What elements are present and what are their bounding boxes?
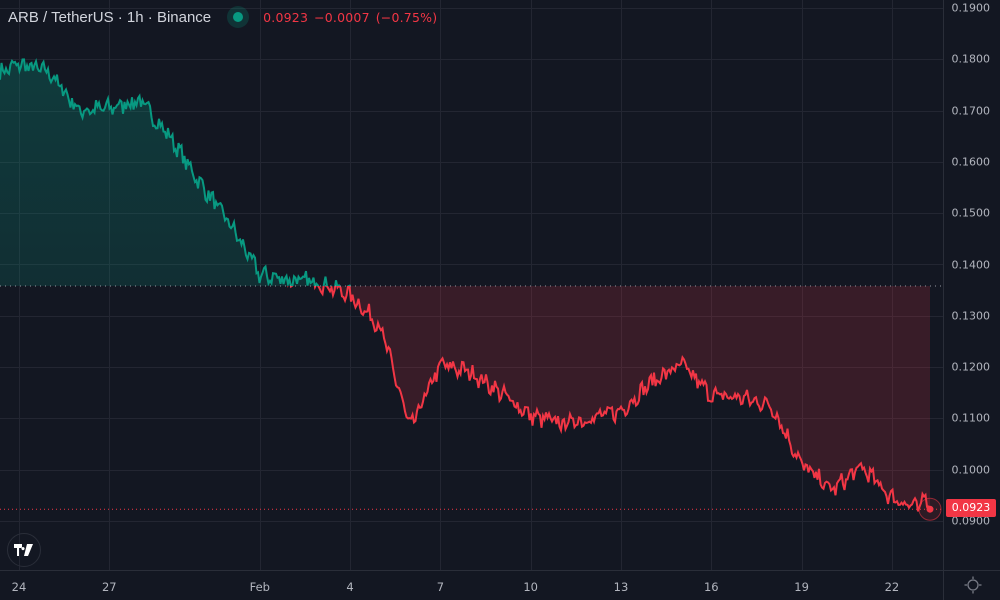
time-axis-label: 7 (436, 580, 445, 594)
price-axis-label: 0.1800 (951, 52, 991, 66)
chart-legend: ARB / TetherUS · 1h · Binance 0.0923 −0.… (8, 6, 437, 28)
time-axis-label: 24 (11, 580, 27, 594)
settings-button[interactable] (964, 576, 982, 594)
last-point-marker (926, 505, 934, 513)
price-axis-label: 0.1700 (951, 104, 991, 118)
market-open-dot-icon (233, 12, 244, 22)
area-below-baseline (0, 286, 930, 512)
price-line-up (0, 58, 351, 287)
time-axis-label: Feb (249, 580, 270, 594)
price-axis-label: 0.1900 (951, 1, 991, 15)
last-price-tag: 0.0923 (946, 499, 996, 517)
time-axis-label: 16 (703, 580, 719, 594)
price-line-down (268, 286, 931, 512)
price-axis-label: 0.1400 (951, 258, 991, 271)
time-axis-label: 22 (884, 580, 900, 594)
time-axis-label: 10 (523, 580, 539, 594)
sun-settings-icon (964, 576, 982, 594)
area-above-baseline (0, 59, 350, 287)
market-status-indicator (227, 6, 250, 28)
price-axis-label: 0.1000 (951, 463, 991, 477)
price-axis-label: 0.1300 (951, 309, 991, 323)
time-axis-label: 4 (346, 580, 354, 594)
price-axis-label: 0.0900 (951, 514, 991, 528)
price-axis-label: 0.1200 (951, 360, 991, 374)
grid (0, 0, 943, 570)
price-axis-label: 0.1600 (951, 155, 991, 169)
time-axis-label: 19 (794, 580, 809, 594)
last-price: 0.0923 (263, 9, 309, 25)
time-axis-label: 13 (613, 580, 629, 594)
time-axis-label: 27 (101, 580, 117, 594)
tradingview-logo[interactable] (7, 533, 41, 567)
price-axis-label: 0.1500 (951, 206, 991, 220)
price-change-percent: (−0.75%) (375, 9, 438, 25)
symbol-title[interactable]: ARB / TetherUS · 1h · Binance (8, 8, 212, 26)
price-change: −0.0007 (314, 9, 370, 25)
tradingview-logo-icon (14, 544, 33, 556)
price-axis-label: 0.1100 (951, 411, 991, 425)
price-values: 0.0923 −0.0007 (−0.75%) (263, 10, 437, 25)
